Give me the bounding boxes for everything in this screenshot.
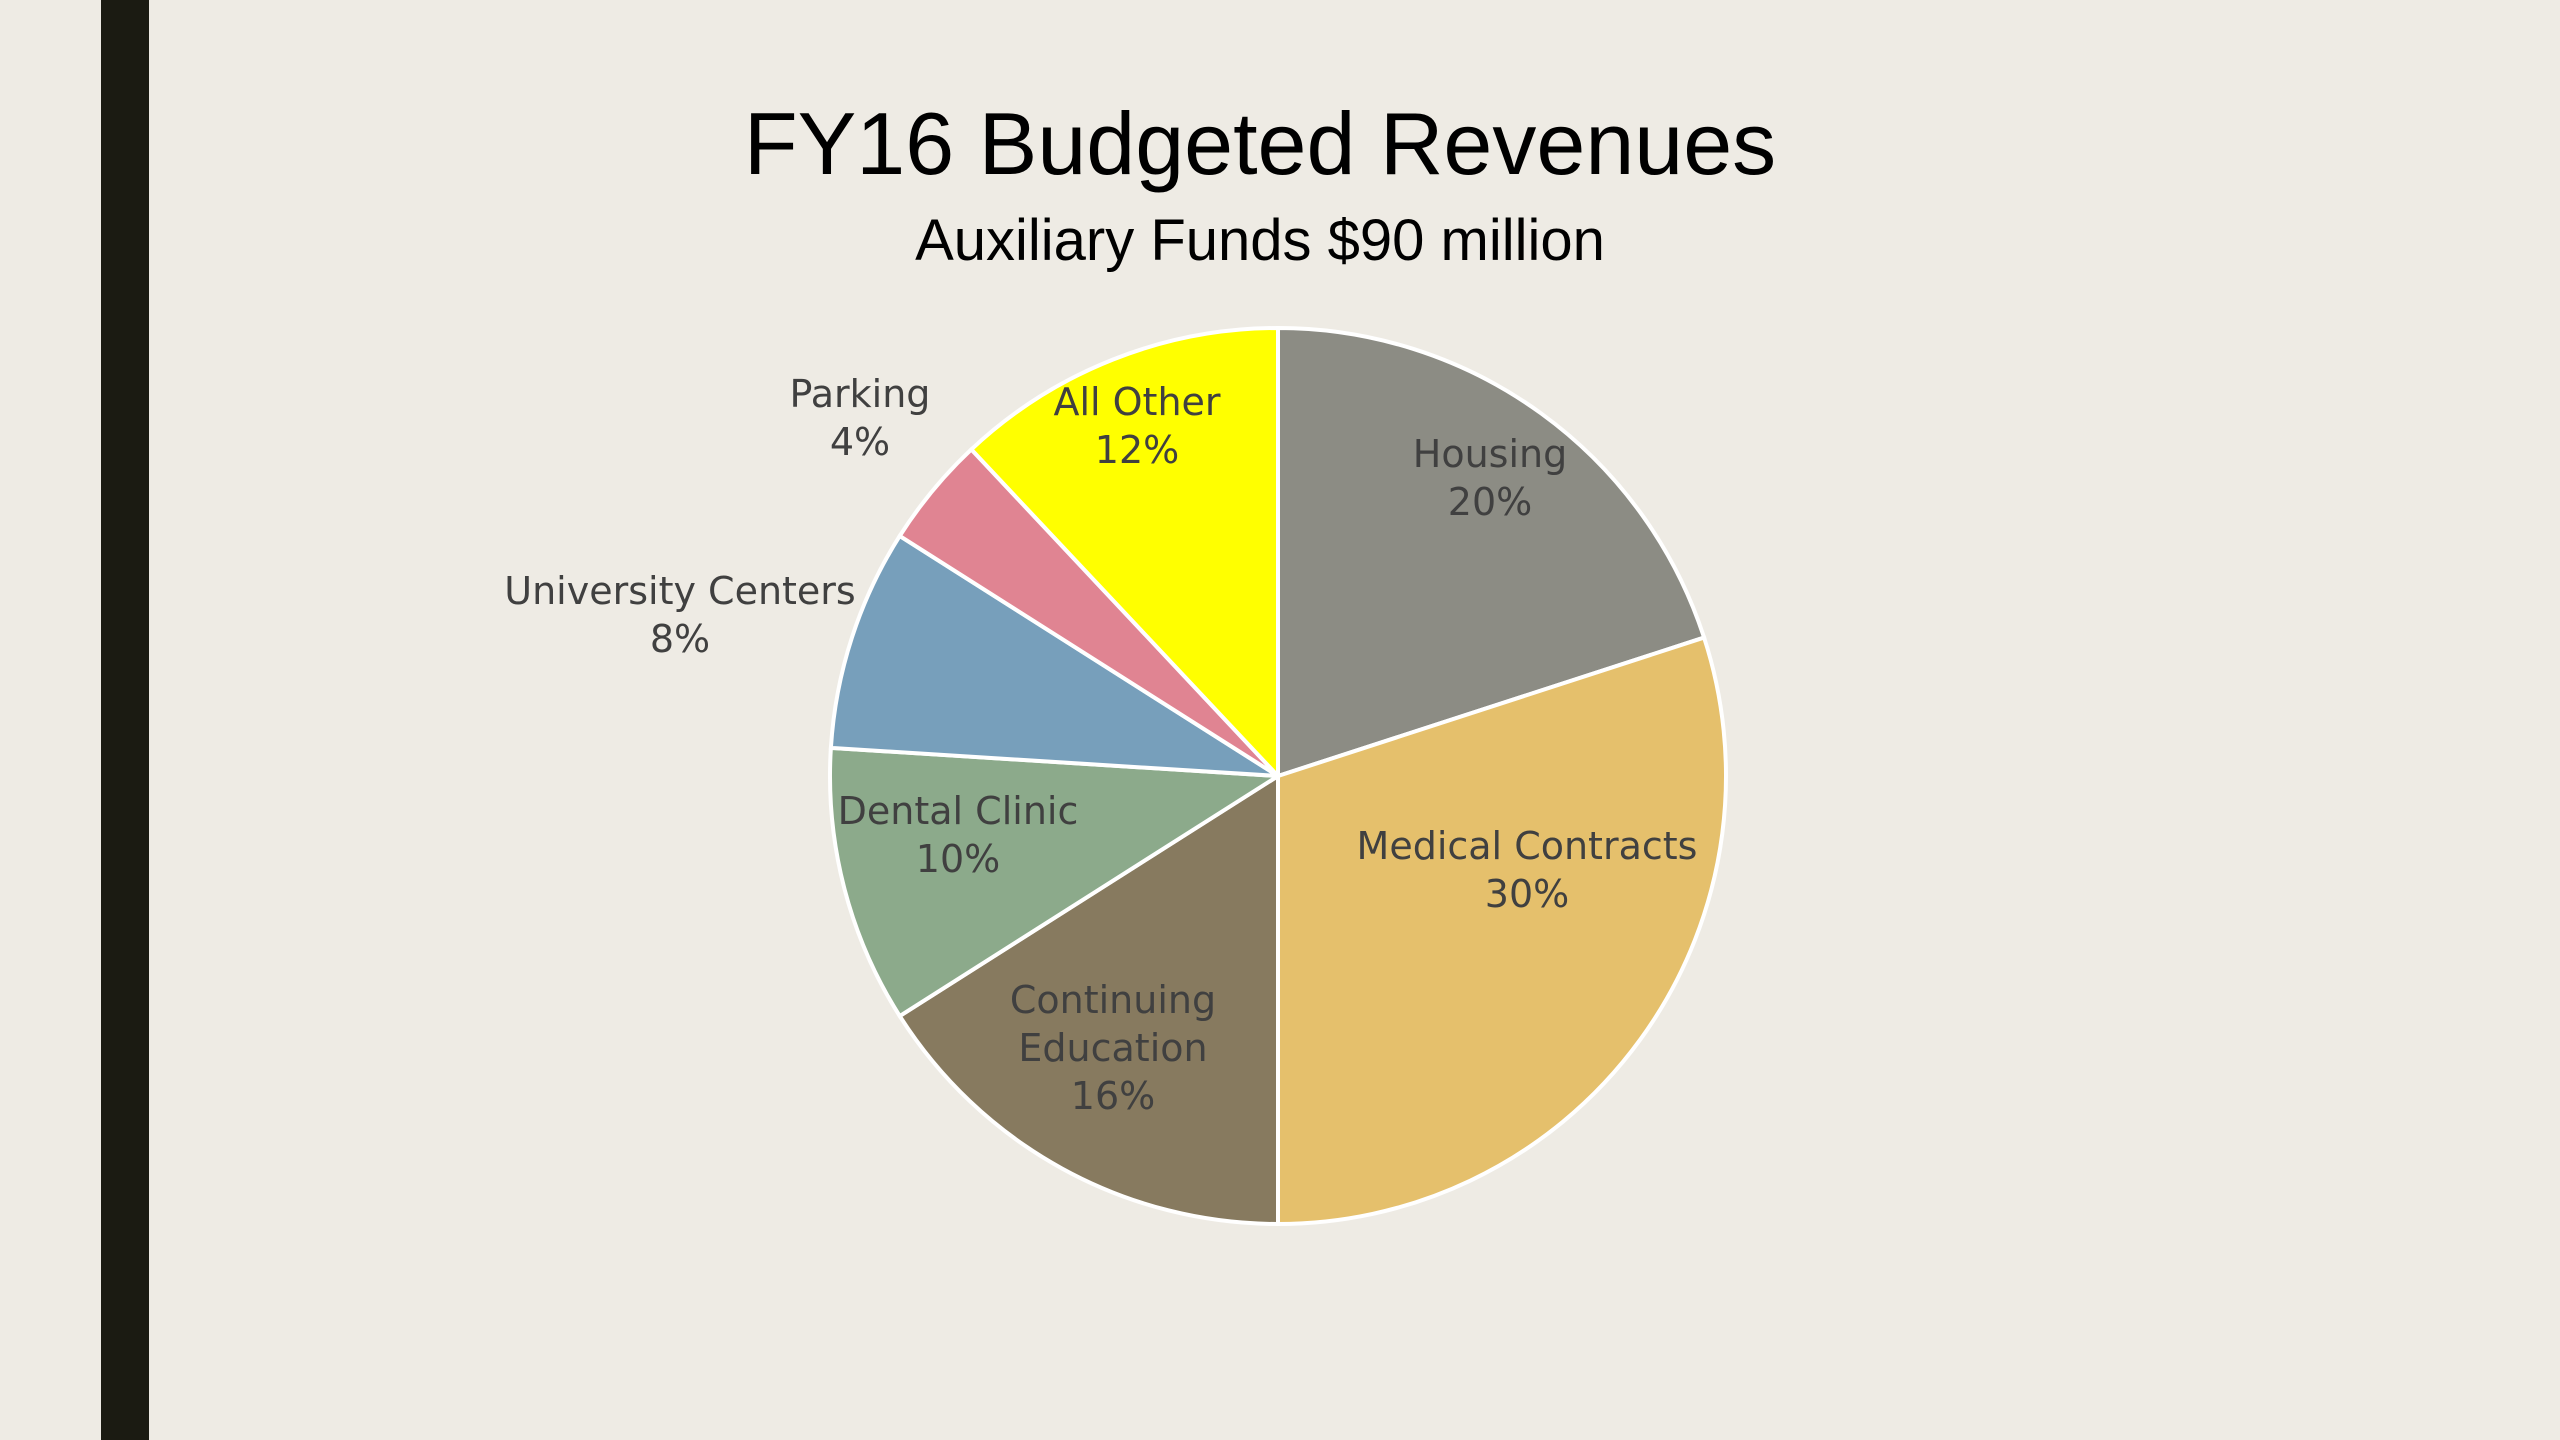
slice-label-continuing-education: Continuing Education 16% (1010, 978, 1216, 1118)
slice-label-parking: Parking 4% (790, 372, 931, 464)
pie-slice-medical-contracts (1276, 635, 1728, 1227)
chart-title: FY16 Budgeted Revenues (743, 94, 1777, 193)
slice-label-housing: Housing 20% (1413, 432, 1567, 524)
accent-bar (101, 0, 149, 1440)
slice-label-medical-contracts: Medical Contracts 30% (1357, 824, 1698, 916)
slice-label-dental-clinic: Dental Clinic 10% (838, 789, 1079, 881)
pie-slice-university-centers (828, 533, 1280, 778)
pie-slice-dental-clinic (828, 745, 1285, 1019)
pie-slice-housing (1276, 325, 1707, 779)
pie-slices (828, 325, 1728, 1227)
pie-slice-all-other (968, 325, 1280, 782)
chart-subtitle: Auxiliary Funds $90 million (915, 208, 1605, 273)
pie-slice-continuing-education (896, 772, 1280, 1227)
pie-labels: Housing 20% Medical Contracts 30% Continuing… (504, 372, 1697, 1118)
slice-label-university-centers: University Centers 8% (504, 569, 855, 661)
slice-label-all-other: All Other 12% (1053, 380, 1220, 472)
